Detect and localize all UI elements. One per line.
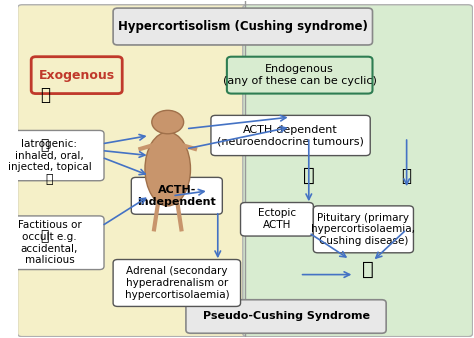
Text: Iatrogenic:
inhaled, oral,
injected, topical: Iatrogenic: inhaled, oral, injected, top…	[8, 139, 91, 172]
Text: 🫘: 🫘	[362, 260, 374, 279]
FancyBboxPatch shape	[131, 177, 222, 214]
Text: 💊: 💊	[41, 139, 49, 152]
Text: Factitious or
occult e.g.
accidental,
malicious: Factitious or occult e.g. accidental, ma…	[18, 220, 81, 265]
FancyBboxPatch shape	[186, 300, 386, 333]
Text: Hypercortisolism (Cushing syndrome): Hypercortisolism (Cushing syndrome)	[118, 20, 368, 33]
FancyBboxPatch shape	[0, 216, 104, 270]
Text: Pseudo-Cushing Syndrome: Pseudo-Cushing Syndrome	[202, 312, 370, 321]
FancyBboxPatch shape	[243, 5, 473, 337]
FancyBboxPatch shape	[113, 260, 240, 307]
Text: 🫁: 🫁	[46, 173, 53, 186]
FancyBboxPatch shape	[211, 115, 370, 155]
Text: 💉: 💉	[40, 86, 50, 104]
FancyBboxPatch shape	[113, 8, 373, 45]
Ellipse shape	[145, 132, 191, 206]
Text: 🧠: 🧠	[401, 167, 411, 185]
Text: 🫁: 🫁	[303, 166, 315, 185]
Text: ACTH-
independent: ACTH- independent	[137, 185, 216, 207]
Text: ACTH-dependent
(neuroendocrine tumours): ACTH-dependent (neuroendocrine tumours)	[217, 125, 364, 146]
FancyBboxPatch shape	[240, 202, 313, 236]
Text: Exogenous: Exogenous	[39, 69, 115, 82]
Text: Endogenous
(any of these can be cyclic): Endogenous (any of these can be cyclic)	[223, 64, 377, 86]
FancyBboxPatch shape	[31, 57, 122, 94]
FancyBboxPatch shape	[313, 206, 413, 253]
Text: 💊: 💊	[41, 229, 49, 243]
Text: Adrenal (secondary
hyperadrenalism or
hypercortisolaemia): Adrenal (secondary hyperadrenalism or hy…	[125, 266, 229, 299]
Circle shape	[152, 110, 183, 134]
Text: Ectopic
ACTH: Ectopic ACTH	[258, 209, 296, 230]
Text: Pituitary (primary
hypercortisolaemia,
Cushing disease): Pituitary (primary hypercortisolaemia, C…	[311, 213, 415, 246]
FancyBboxPatch shape	[18, 5, 252, 337]
FancyBboxPatch shape	[227, 57, 373, 94]
FancyBboxPatch shape	[0, 130, 104, 181]
